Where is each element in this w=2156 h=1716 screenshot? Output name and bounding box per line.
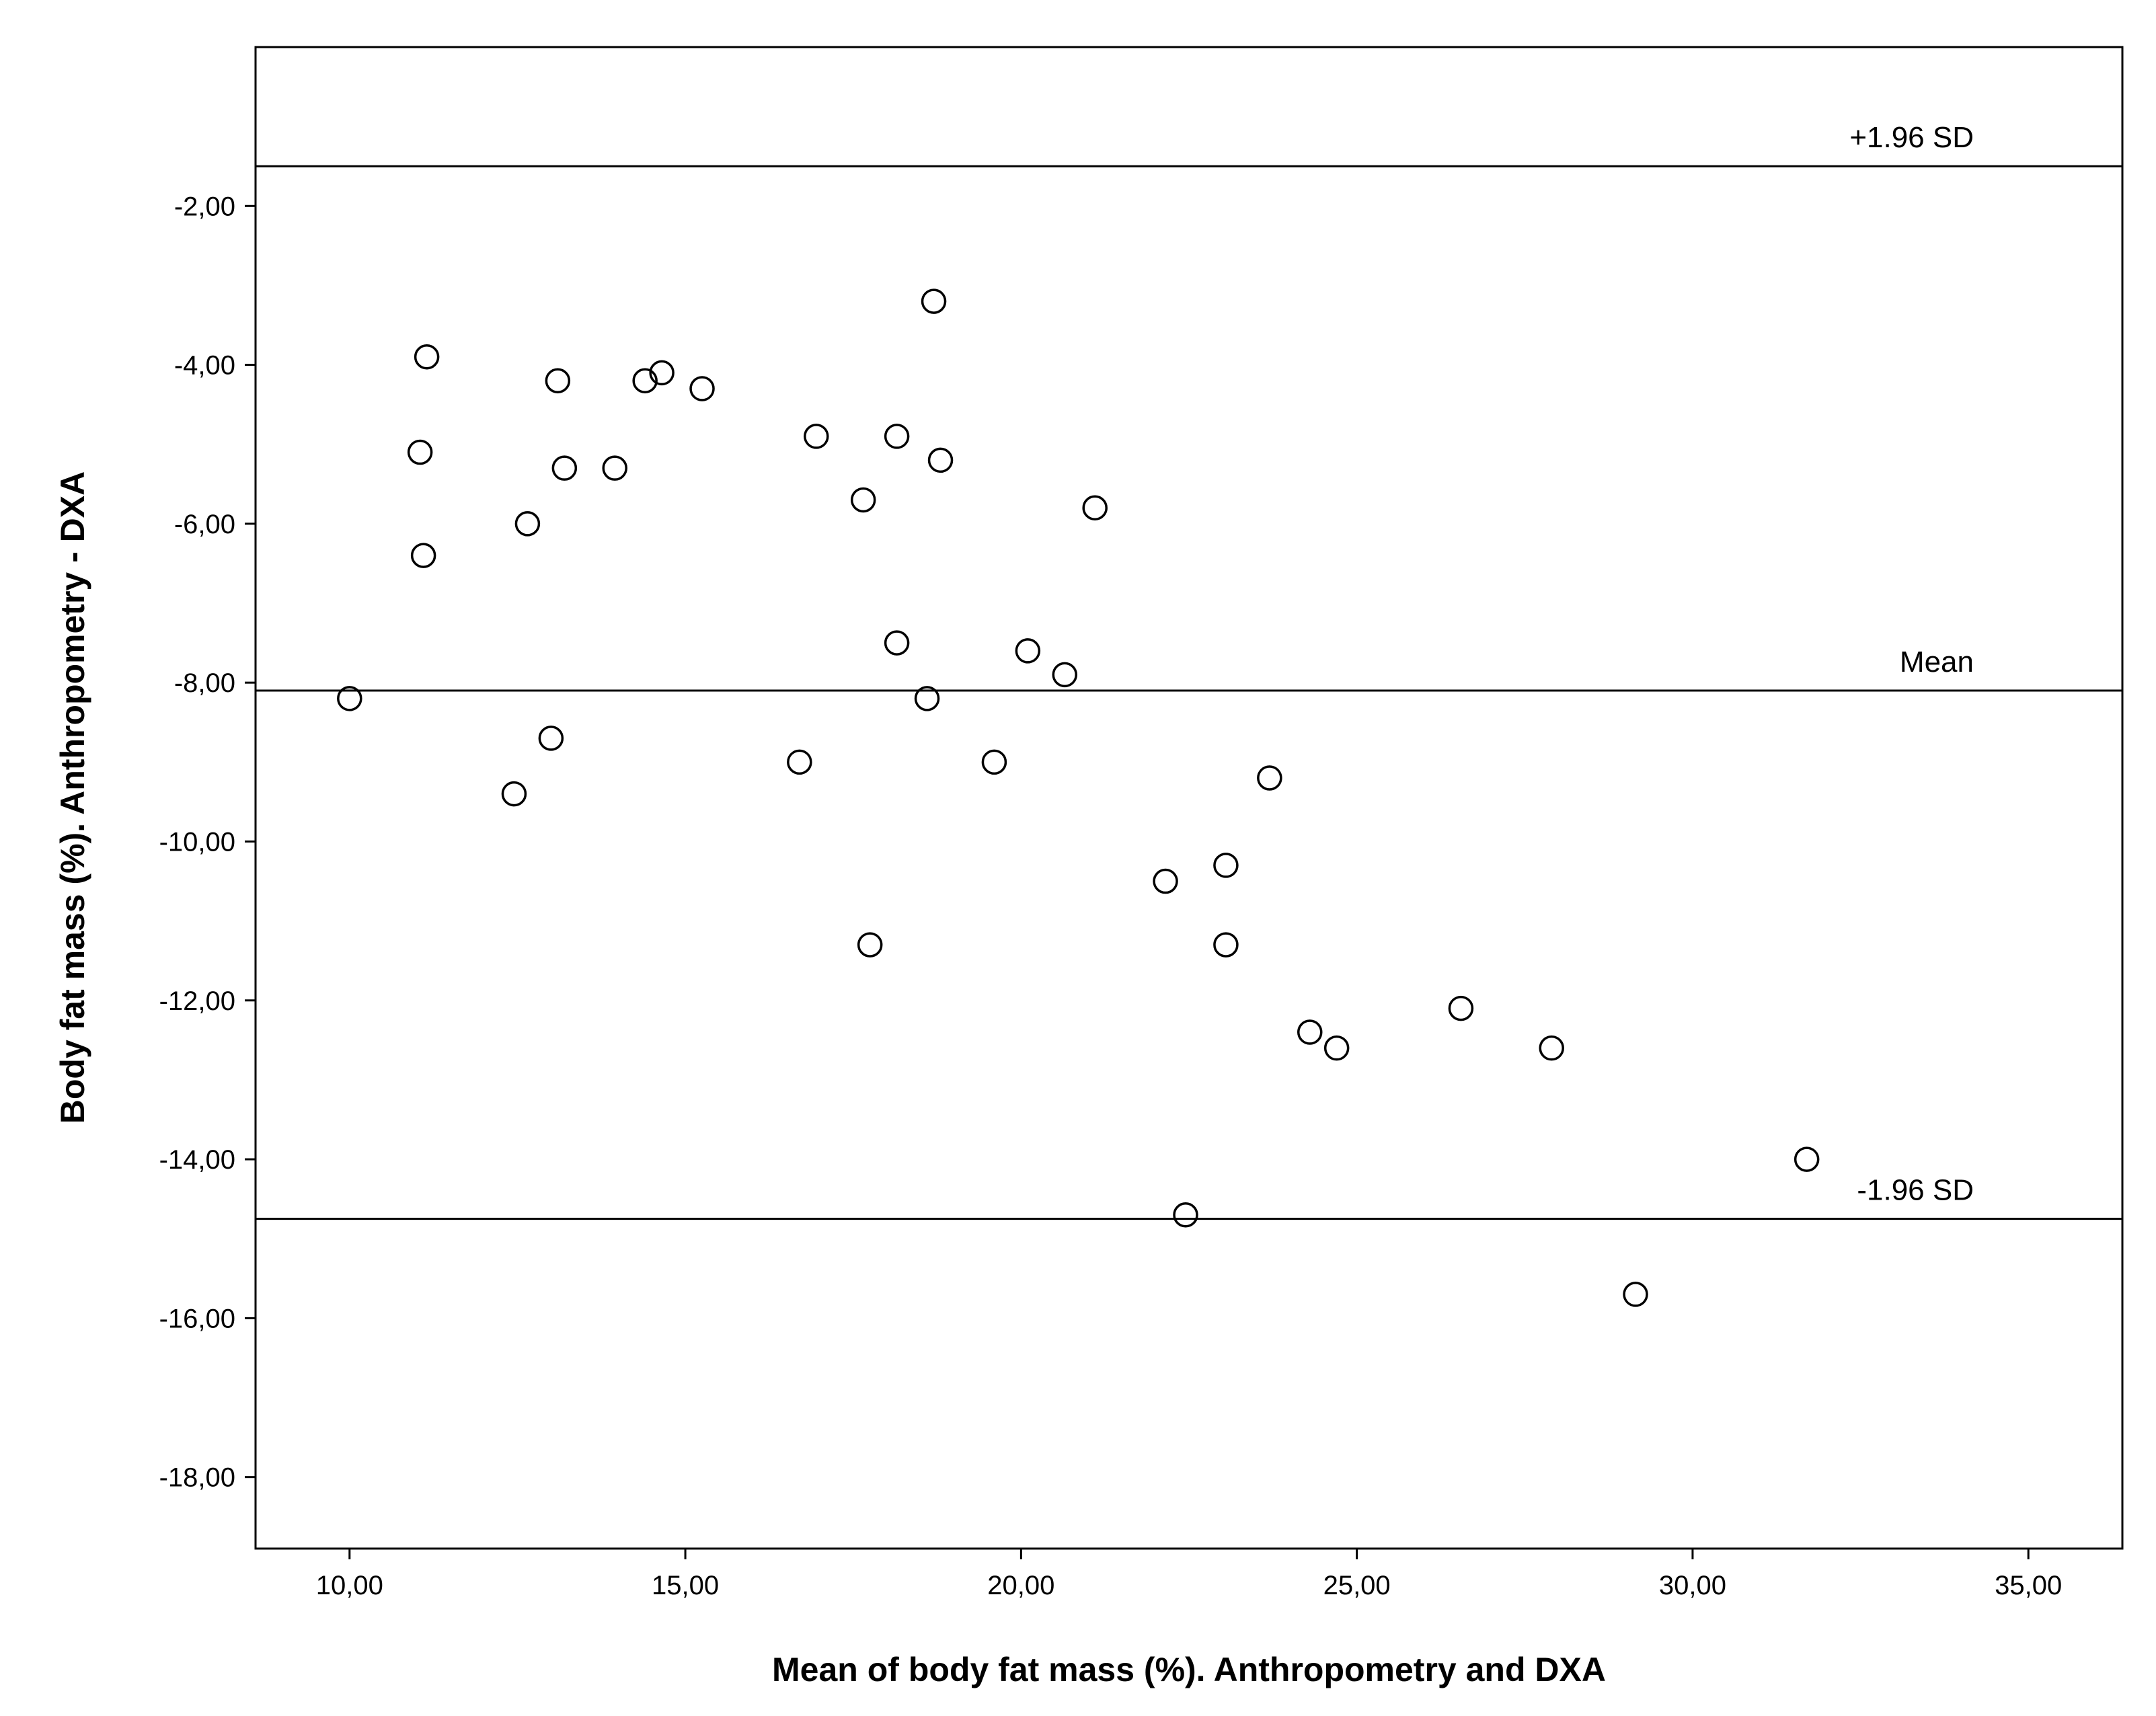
y-tick-label: -16,00 bbox=[159, 1304, 235, 1333]
data-point bbox=[787, 749, 812, 775]
y-tick-label: -2,00 bbox=[174, 192, 235, 221]
data-point bbox=[1448, 995, 1474, 1021]
x-tick-label: 25,00 bbox=[1323, 1571, 1391, 1600]
data-point bbox=[1323, 1035, 1350, 1061]
data-point bbox=[857, 932, 883, 958]
data-point bbox=[501, 781, 527, 807]
data-point bbox=[1052, 662, 1078, 688]
data-point bbox=[1015, 638, 1041, 664]
y-tick-label: -10,00 bbox=[159, 827, 235, 857]
data-point bbox=[1794, 1146, 1820, 1172]
y-tick-label: -6,00 bbox=[174, 510, 235, 539]
y-tick-label: -8,00 bbox=[174, 668, 235, 698]
reference-lines: +1.96 SD Mean -1.96 SD bbox=[256, 121, 2122, 1220]
y-tick-label: -12,00 bbox=[159, 986, 235, 1016]
data-point bbox=[1213, 853, 1239, 878]
data-point bbox=[689, 376, 715, 401]
data-point bbox=[1153, 868, 1178, 894]
data-point bbox=[551, 455, 578, 481]
plot-frame bbox=[254, 46, 2124, 1550]
data-point bbox=[337, 686, 362, 711]
y-tick-label: -18,00 bbox=[159, 1463, 235, 1493]
reference-line-label: Mean bbox=[1900, 646, 1974, 678]
data-point bbox=[884, 424, 910, 449]
data-point bbox=[414, 344, 440, 370]
x-axis-title: Mean of body fat mass (%). Anthropometry… bbox=[772, 1651, 1606, 1688]
data-point bbox=[850, 487, 876, 513]
reference-line-label: +1.96 SD bbox=[1849, 121, 1974, 154]
x-tick-label: 15,00 bbox=[652, 1571, 719, 1600]
x-axis-ticks: 10,00 15,00 20,00 25,00 30,00 35,00 bbox=[316, 1549, 2062, 1600]
data-point bbox=[804, 424, 829, 449]
x-tick-label: 20,00 bbox=[987, 1571, 1054, 1600]
data-point bbox=[1257, 765, 1282, 791]
data-point bbox=[545, 368, 571, 393]
data-point bbox=[632, 368, 658, 393]
x-tick-label: 35,00 bbox=[1995, 1571, 2062, 1600]
data-point bbox=[921, 288, 947, 314]
data-point bbox=[1297, 1019, 1323, 1045]
x-tick-label: 10,00 bbox=[316, 1571, 383, 1600]
data-point bbox=[981, 749, 1007, 775]
data-point bbox=[927, 447, 954, 473]
data-point bbox=[649, 360, 675, 386]
reference-line-label: -1.96 SD bbox=[1857, 1174, 1974, 1207]
data-point bbox=[514, 511, 541, 537]
data-point bbox=[1623, 1282, 1648, 1307]
y-tick-label: -4,00 bbox=[174, 351, 235, 381]
data-point bbox=[1173, 1202, 1198, 1228]
data-point bbox=[602, 455, 627, 481]
data-point bbox=[884, 630, 910, 656]
data-point bbox=[1082, 495, 1108, 521]
data-point bbox=[410, 543, 436, 568]
data-point bbox=[1539, 1035, 1564, 1061]
y-axis-ticks: -2,00 -4,00 -6,00 -8,00 -10,00 -12,00 -14,00 -1… bbox=[159, 192, 256, 1493]
data-points bbox=[337, 288, 1820, 1307]
x-tick-label: 30,00 bbox=[1659, 1571, 1726, 1600]
data-point bbox=[538, 726, 564, 751]
y-axis-title: Body fat mass (%). Anthropometry - DXA bbox=[54, 471, 91, 1124]
data-point bbox=[1213, 932, 1239, 958]
data-point bbox=[914, 686, 940, 711]
data-point bbox=[407, 439, 433, 465]
y-tick-label: -14,00 bbox=[159, 1145, 235, 1175]
